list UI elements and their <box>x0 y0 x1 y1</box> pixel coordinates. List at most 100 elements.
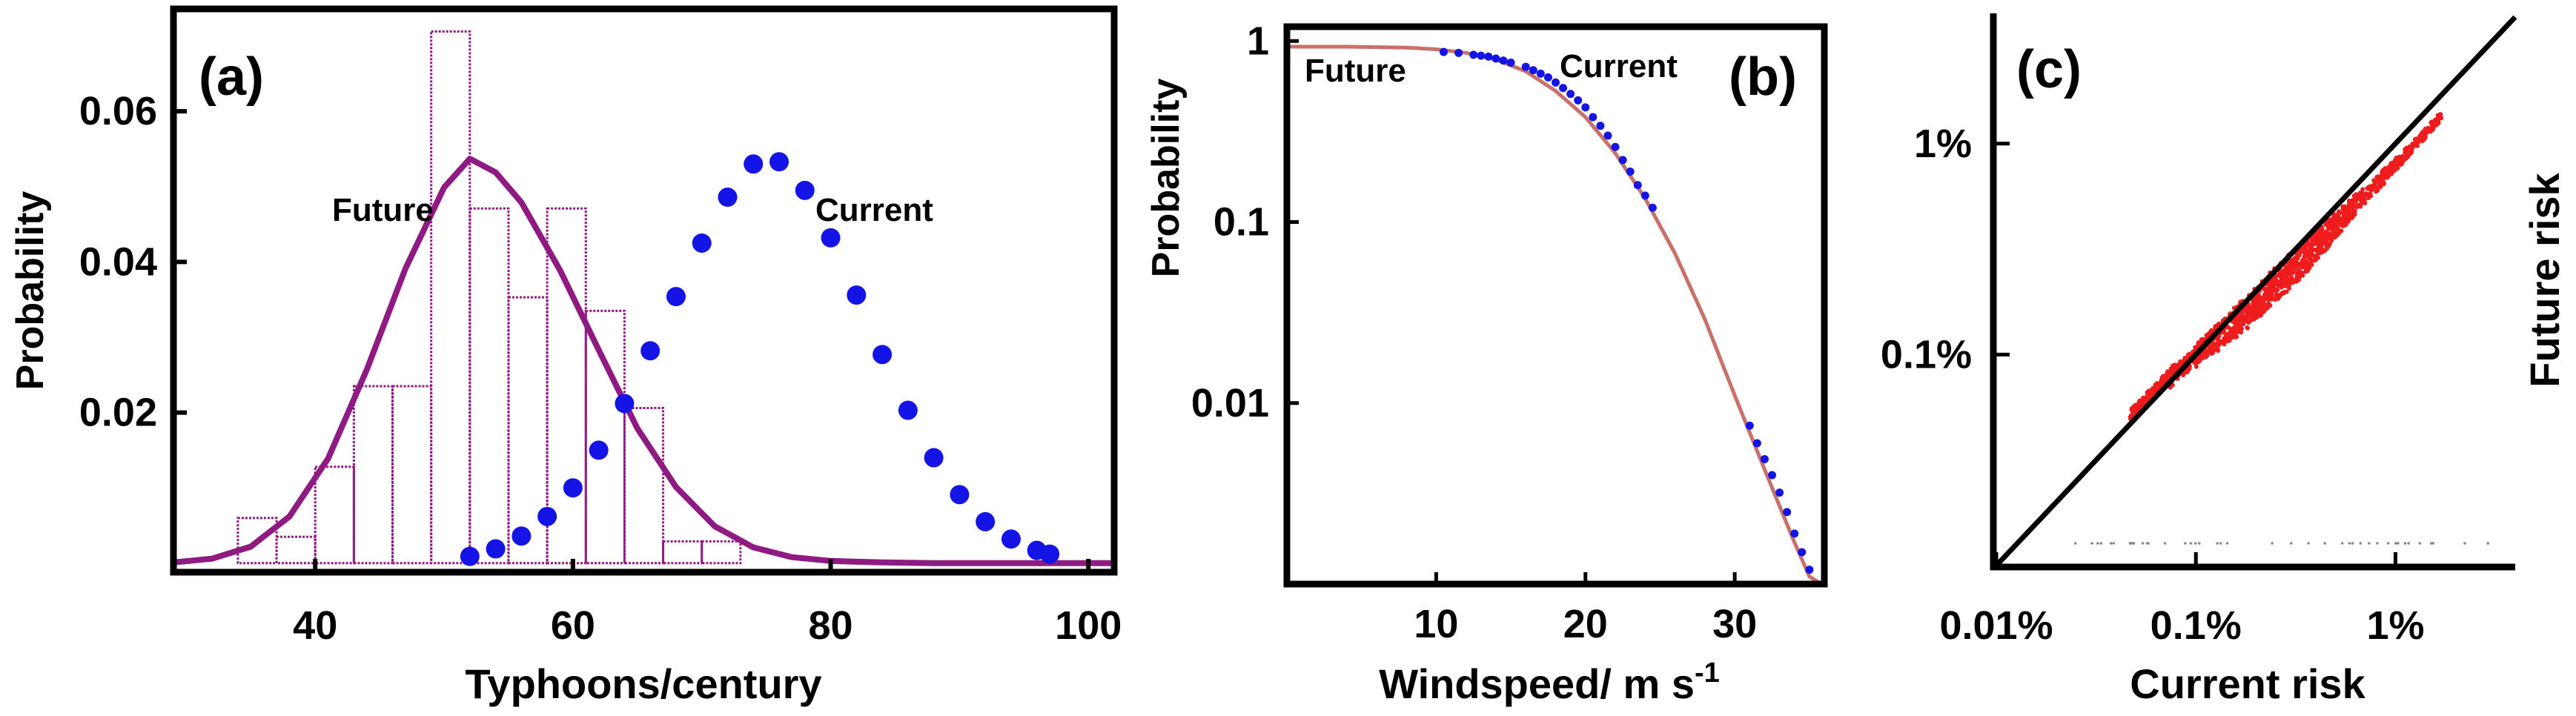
x-axis-label-a: Typhoons/century <box>465 660 821 707</box>
x-axis-label-b-text: Windspeed/ m s <box>1379 660 1695 707</box>
panel-b-label: (b) <box>1729 47 1797 107</box>
scatter-point <box>2422 133 2427 138</box>
y-tick-label-a: 0.06 <box>79 89 157 133</box>
scatter-point <box>2298 248 2303 253</box>
scatter-point <box>2137 398 2143 404</box>
floor-point <box>2090 542 2093 545</box>
floor-point <box>2189 542 2193 545</box>
current-point <box>1506 58 1515 67</box>
scatter-point <box>2201 337 2206 342</box>
scatter-point <box>2274 294 2279 299</box>
scatter-point <box>2216 337 2221 342</box>
scatter-point <box>2168 369 2173 374</box>
current-point <box>1618 156 1627 165</box>
current-point <box>898 400 918 420</box>
scatter-point <box>2284 289 2289 294</box>
scatter-point <box>2323 235 2328 240</box>
scatter-point <box>2239 310 2245 315</box>
floor-point <box>2128 542 2132 545</box>
floor-point <box>2271 542 2274 545</box>
scatter-point <box>2283 271 2288 276</box>
scatter-point <box>2234 335 2239 340</box>
panel-a-label: (a) <box>199 47 264 107</box>
y-tick-label-b: 0.01 <box>1191 381 1269 425</box>
current-point <box>924 448 944 468</box>
floor-point <box>2132 542 2136 545</box>
scatter-point <box>2145 394 2150 400</box>
scatter-point <box>2270 296 2275 301</box>
scatter-point <box>2204 352 2209 357</box>
current-point <box>950 485 970 505</box>
scatter-point <box>2310 253 2315 259</box>
scatter-point <box>2339 217 2344 222</box>
scatter-point <box>2279 270 2284 275</box>
current-point <box>1798 548 1807 557</box>
current-dots-a <box>460 152 1060 566</box>
floor-point <box>2375 542 2379 545</box>
y-tick-label-c: 0.1% <box>1881 332 1972 377</box>
scatter-point <box>2345 216 2351 222</box>
scatter-point <box>2163 373 2169 379</box>
scatter-point <box>2336 231 2341 236</box>
scatter-point <box>2251 312 2256 317</box>
histogram-bar <box>430 30 471 565</box>
current-point <box>1611 142 1620 151</box>
scatter-point <box>2245 307 2251 312</box>
x-tick-label-c: 1% <box>2366 603 2424 648</box>
y-tick-label-b: 1 <box>1247 19 1269 63</box>
floor-point <box>2359 542 2363 545</box>
scatter-point <box>2326 226 2331 231</box>
current-point <box>847 285 867 305</box>
y-tick-label-a: 0.02 <box>79 391 157 435</box>
scatter-point <box>2288 276 2294 281</box>
current-point <box>1790 529 1799 538</box>
x-tick-label-b: 10 <box>1414 602 1458 646</box>
scatter-point <box>2314 248 2320 253</box>
floor-point <box>2225 542 2229 545</box>
current-point <box>1001 529 1021 549</box>
scatter-point <box>2295 256 2300 261</box>
scatter-point <box>2254 307 2259 312</box>
floor-point <box>2486 542 2489 545</box>
scatter-point <box>2306 251 2311 256</box>
scatter-point <box>2399 162 2404 167</box>
scatter-point <box>2435 117 2440 122</box>
floor-point <box>2109 542 2113 545</box>
current-point <box>873 345 893 365</box>
scatter-point <box>2237 323 2242 328</box>
floor-point <box>2219 542 2222 545</box>
scatter-point <box>2356 203 2361 208</box>
scatter-point <box>2334 226 2339 231</box>
scatter-point <box>2427 129 2432 134</box>
scatter-point <box>2305 242 2310 247</box>
scatter-point <box>2353 198 2359 204</box>
scatter-point <box>2283 276 2288 281</box>
current-point <box>1596 122 1605 130</box>
floor-point <box>2216 542 2219 545</box>
panel-a: 40 60 80 100 0.02 0.04 0.06 (a) Future Current… <box>9 5 1122 707</box>
scatter-point <box>2410 142 2415 147</box>
scatter-point <box>2234 328 2239 334</box>
y-tick-label-c: 1% <box>1914 122 1972 166</box>
scatter-point <box>2279 276 2285 281</box>
floor-point <box>2099 542 2102 545</box>
current-point <box>744 154 764 174</box>
current-point <box>1543 73 1552 82</box>
scatter-point <box>2268 303 2273 308</box>
scatter-point <box>2403 156 2408 161</box>
scatter-point <box>2391 163 2396 168</box>
scatter-point <box>2319 244 2324 249</box>
scatter-point <box>2303 248 2308 253</box>
scatter-point <box>2392 158 2398 164</box>
scatter-point <box>2158 382 2163 388</box>
scatter-point <box>2196 341 2202 346</box>
current-point <box>1603 131 1612 140</box>
floor-point <box>2340 542 2344 545</box>
future-series-line <box>1287 44 1823 586</box>
scatter-point <box>2351 210 2357 215</box>
x-tick-label-a: 60 <box>551 603 595 648</box>
scatter-point <box>2296 268 2301 273</box>
current-point <box>1581 103 1590 112</box>
floor-point <box>2394 542 2397 545</box>
